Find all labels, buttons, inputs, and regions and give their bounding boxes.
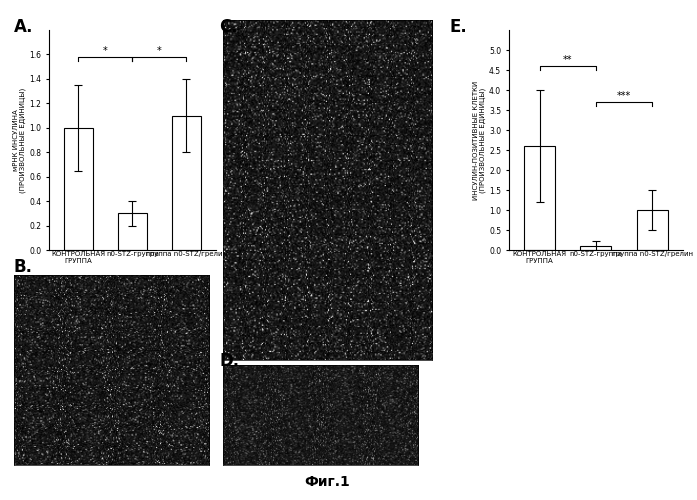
Text: C.: C. [220,18,238,36]
Text: *: * [103,46,108,56]
Text: Фиг.1: Фиг.1 [305,475,351,489]
Bar [171,116,201,250]
Text: **: ** [563,54,572,64]
Text: ***: *** [617,90,631,101]
Bar [63,128,93,250]
Y-axis label: ИНСУЛИН-ПОЗИТИВНЫЕ КЛЕТКИ
(ПРОИЗВОЛЬНЫЕ ЕДИНИЦЫ): ИНСУЛИН-ПОЗИТИВНЫЕ КЛЕТКИ (ПРОИЗВОЛЬНЫЕ … [473,80,487,200]
Text: *: * [157,46,162,56]
Text: A.: A. [14,18,33,36]
Bar [524,146,556,250]
Bar [636,210,668,250]
Text: D.: D. [220,352,240,370]
Text: E.: E. [450,18,467,36]
Text: B.: B. [14,258,33,276]
Bar [118,214,147,250]
Y-axis label: мРНК ИНСУЛИНА
(ПРОИЗВОЛЬНЫЕ ЕДИНИЦЫ): мРНК ИНСУЛИНА (ПРОИЗВОЛЬНЫЕ ЕДИНИЦЫ) [13,88,26,192]
Bar [581,246,611,250]
